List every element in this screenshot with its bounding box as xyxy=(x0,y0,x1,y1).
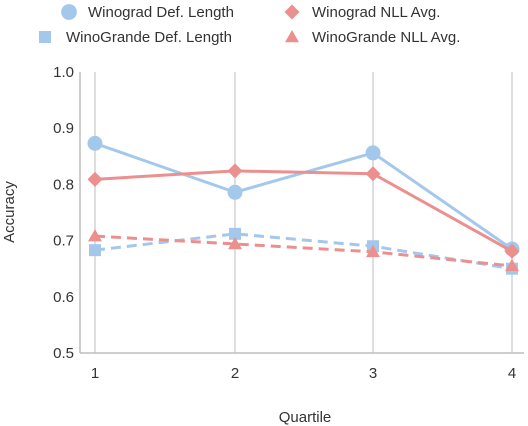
data-point xyxy=(229,227,241,240)
legend-item-2: Winograd NLL Avg. xyxy=(284,4,440,21)
legend-label: WinoGrande Def. Length xyxy=(66,29,232,46)
y-axis-title: Accuracy xyxy=(1,181,18,243)
series-line xyxy=(94,169,513,253)
legend-label: WinoGrande NLL Avg. xyxy=(312,29,460,46)
legend-item-4: WinoGrande NLL Avg. xyxy=(285,29,460,46)
data-point xyxy=(88,229,102,242)
y-tick-label: 0.8 xyxy=(53,176,74,193)
y-tick-label: 1.0 xyxy=(53,64,74,81)
y-tick-label: 0.9 xyxy=(53,120,74,137)
x-tick-label: 3 xyxy=(369,365,377,382)
y-tick-label: 0.5 xyxy=(53,345,74,362)
legend-marker xyxy=(39,31,51,43)
series-group xyxy=(87,135,520,275)
legend-marker xyxy=(285,30,299,43)
series-triangle xyxy=(88,229,519,272)
x-tick-label: 1 xyxy=(91,365,99,382)
legend-marker xyxy=(284,4,300,20)
x-tick-label: 2 xyxy=(231,365,239,382)
legend-label: Winograd NLL Avg. xyxy=(312,4,440,21)
legend: Winograd Def. Length Winograd NLL Avg. Win… xyxy=(39,4,460,46)
y-tick-label: 0.7 xyxy=(53,233,74,250)
series-diamond xyxy=(87,163,520,259)
grid xyxy=(94,72,513,353)
x-axis-title: Quartile xyxy=(279,409,332,426)
data-point xyxy=(505,258,519,272)
data-point xyxy=(504,243,520,259)
data-point xyxy=(89,244,101,257)
data-point xyxy=(365,166,381,182)
legend-marker xyxy=(61,4,77,20)
legend-item-3: WinoGrande Def. Length xyxy=(39,29,232,46)
data-point xyxy=(227,163,243,179)
data-point xyxy=(87,171,103,187)
series-line xyxy=(94,141,513,251)
data-point xyxy=(227,184,243,200)
series-square xyxy=(89,227,518,275)
legend-item-1: Winograd Def. Length xyxy=(61,4,234,21)
y-tick-label: 0.6 xyxy=(53,289,74,306)
data-point xyxy=(366,244,380,258)
legend-label: Winograd Def. Length xyxy=(88,4,234,21)
data-point xyxy=(228,236,242,250)
axes: 0.5 0.6 0.7 0.8 0.9 1.0 1 2 3 4 xyxy=(53,64,524,382)
data-point xyxy=(365,145,381,161)
x-tick-label: 4 xyxy=(508,365,516,382)
series-line xyxy=(94,232,513,271)
data-point xyxy=(87,135,103,151)
series-line xyxy=(94,234,513,268)
